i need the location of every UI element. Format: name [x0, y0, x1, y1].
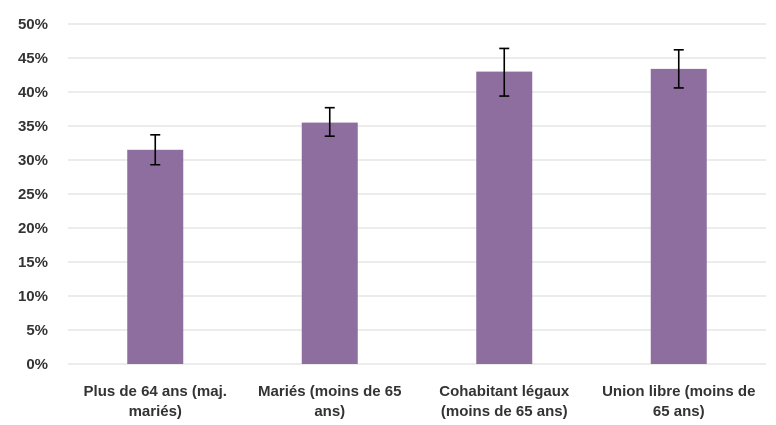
- x-tick-label: Mariés (moins de 65 ans): [258, 383, 402, 420]
- bar: [301, 122, 358, 364]
- y-tick-label: 40%: [18, 84, 48, 101]
- error-bar: [499, 47, 510, 97]
- y-tick-label: 25%: [18, 186, 48, 203]
- bar: [476, 71, 533, 364]
- bar: [650, 68, 707, 364]
- y-tick-label: 45%: [18, 50, 48, 67]
- x-tick-label: Cohabitant légaux (moins de 65 ans): [439, 383, 570, 420]
- bar: [127, 149, 184, 364]
- x-tick-label: Union libre (moins de 65 ans): [602, 383, 756, 420]
- x-tick-label: Plus de 64 ans (maj. mariés): [83, 383, 227, 420]
- y-axis-ticks: 0% 5% 10% 15% 20% 25% 30% 35% 40% 45% 50%: [18, 16, 48, 373]
- y-tick-label: 50%: [18, 16, 48, 33]
- y-tick-label: 20%: [18, 220, 48, 237]
- y-tick-label: 35%: [18, 118, 48, 135]
- y-tick-label: 10%: [18, 288, 48, 305]
- y-tick-label: 30%: [18, 152, 48, 169]
- gridlines: [68, 23, 766, 365]
- y-tick-label: 0%: [26, 356, 48, 373]
- bars: [127, 68, 707, 364]
- error-bar: [150, 134, 161, 166]
- error-bar: [324, 106, 335, 137]
- y-tick-label: 15%: [18, 254, 48, 271]
- error-bar: [673, 49, 684, 89]
- error-bars: [150, 47, 684, 166]
- y-tick-label: 5%: [26, 322, 48, 339]
